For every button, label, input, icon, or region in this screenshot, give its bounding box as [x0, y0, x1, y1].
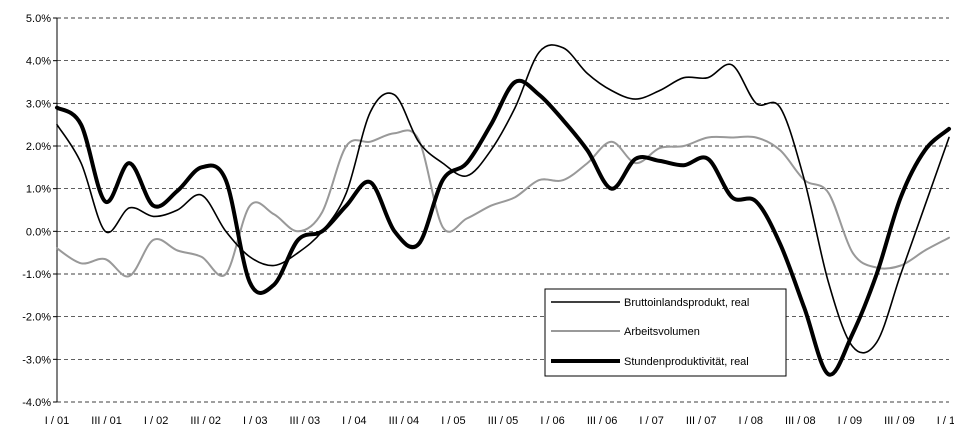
x-tick-label: I / 09 [838, 415, 862, 427]
x-tick-labels: I / 01 III / 01 I / 02 III / 02 I / 03 III / … [45, 415, 954, 427]
y-tick-labels: 5.0% 4.0% 3.0% 2.0% 1.0% 0.0% -1.0% -2.0% -3.0% -… [22, 13, 51, 409]
y-tick-label: -1.0% [22, 269, 51, 281]
x-tick-label: III / 03 [289, 415, 320, 427]
y-tick-label: -2.0% [22, 312, 51, 324]
legend: Bruttoinlandsprodukt, real Arbeitsvolumen… [544, 288, 787, 377]
y-tick-label: 5.0% [26, 13, 51, 25]
y-tick-label: 0.0% [26, 226, 51, 238]
series-lines [55, 44, 951, 377]
x-tick-label: III / 08 [785, 415, 816, 427]
series-line-2 [56, 129, 950, 278]
x-tick-label: III / 01 [91, 415, 122, 427]
legend-label: Arbeitsvolumen [624, 326, 700, 338]
x-tick-label: I / 04 [342, 415, 366, 427]
x-tick-label: III / 09 [884, 415, 915, 427]
x-tick-label: I / 08 [739, 415, 763, 427]
y-tick-label: -4.0% [22, 397, 51, 409]
x-tick-label: I / 03 [243, 415, 267, 427]
y-tick-label: 1.0% [26, 184, 51, 196]
y-tick-label: -3.0% [22, 354, 51, 366]
series-line-1 [56, 44, 950, 354]
x-tick-label: III / 05 [488, 415, 519, 427]
y-tick-label: 3.0% [26, 98, 51, 110]
legend-items: Bruttoinlandsprodukt, real Arbeitsvolumen… [551, 297, 749, 368]
x-tick-label: I / 07 [639, 415, 663, 427]
x-tick-label: I / 05 [441, 415, 465, 427]
x-tick-label: III / 07 [686, 415, 717, 427]
y-tick-label: 2.0% [26, 141, 51, 153]
gridlines [53, 17, 949, 403]
x-tick-label: I / 02 [144, 415, 168, 427]
series-line-3 [55, 78, 951, 377]
y-tick-label: 4.0% [26, 56, 51, 68]
x-tick-label: III / 06 [587, 415, 618, 427]
x-tick-label: I / 01 [45, 415, 69, 427]
x-tick-label: III / 04 [389, 415, 420, 427]
x-tick-label: I / 10 [937, 415, 954, 427]
x-tick-label: I / 06 [540, 415, 564, 427]
x-tick-label: III / 02 [190, 415, 221, 427]
legend-label: Stundenproduktivität, real [624, 356, 749, 368]
legend-label: Bruttoinlandsprodukt, real [624, 297, 749, 309]
